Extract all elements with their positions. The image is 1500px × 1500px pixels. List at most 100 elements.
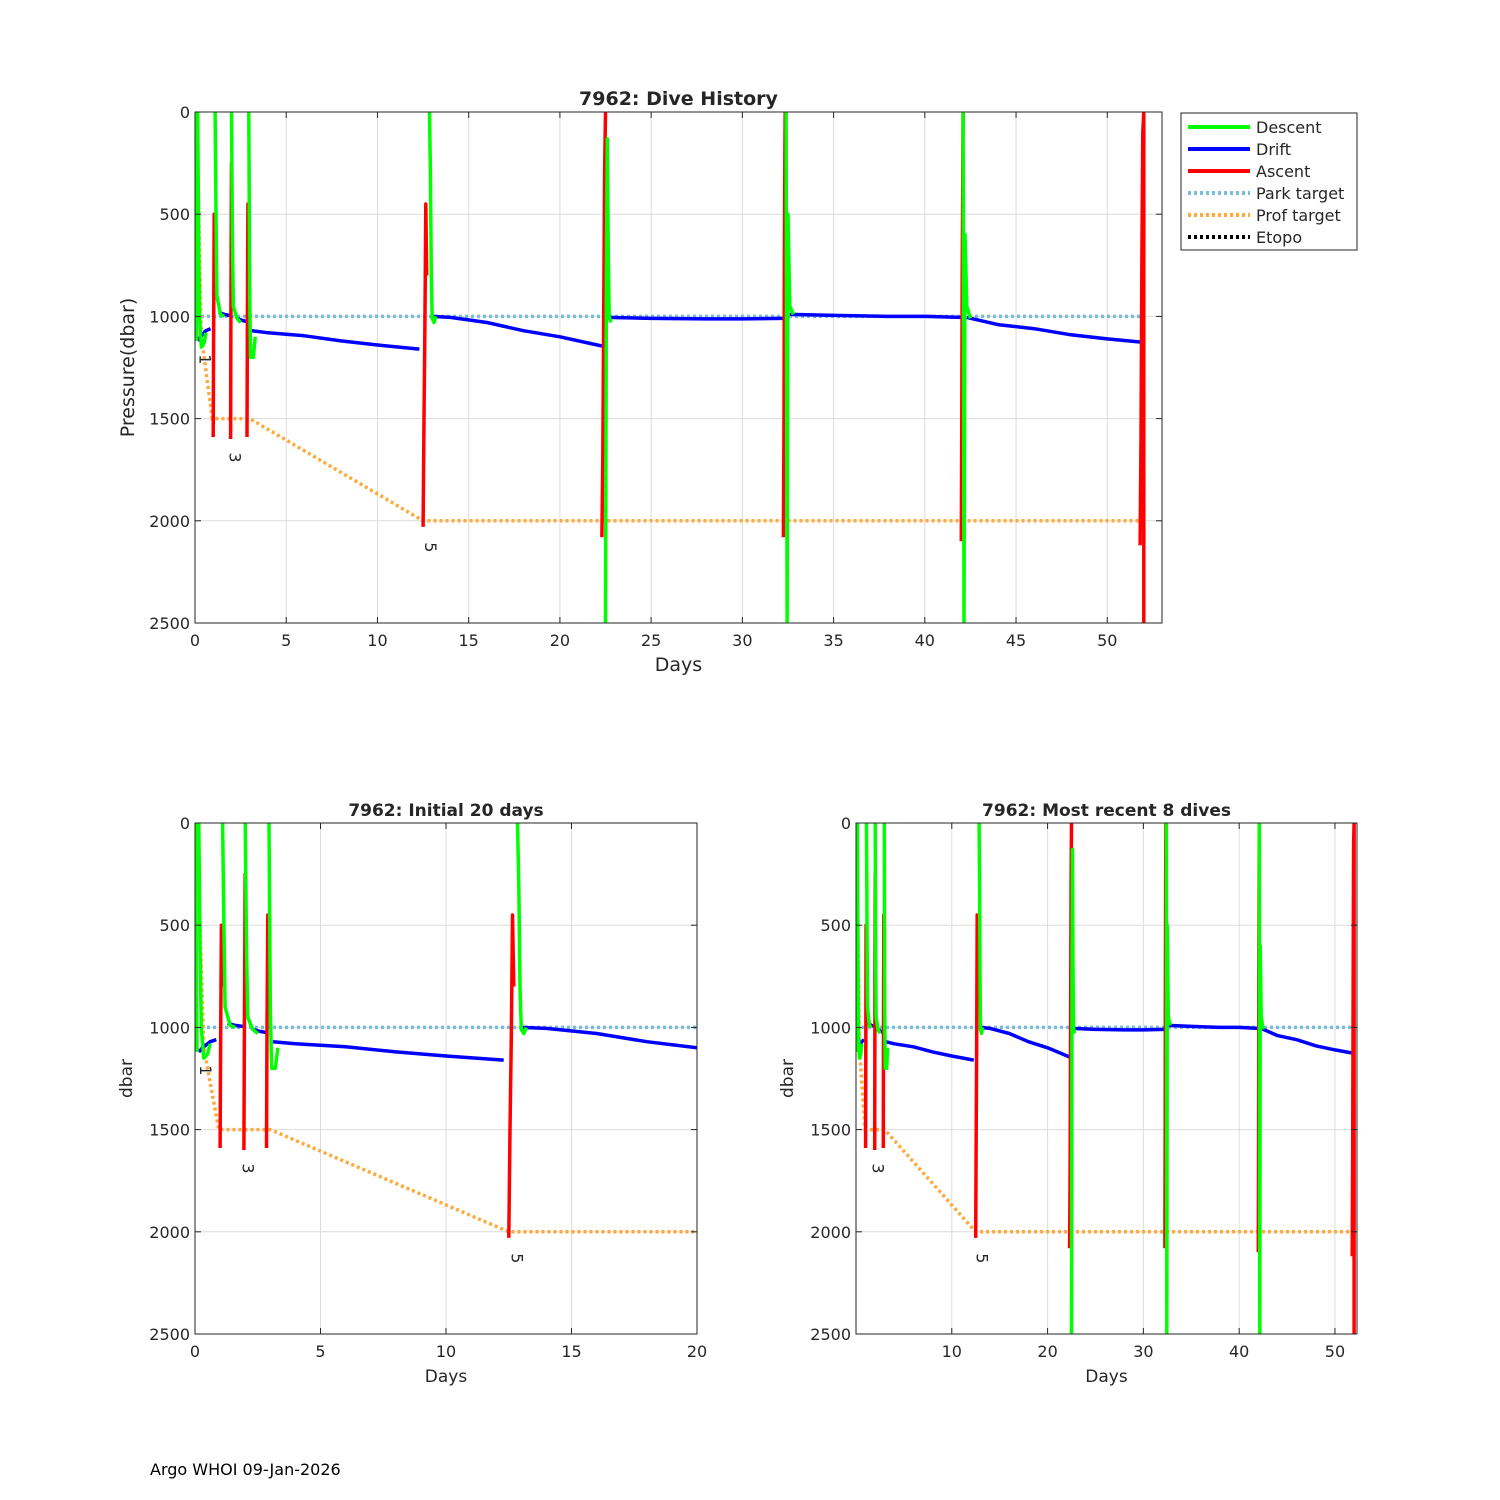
plot-area [195,112,1162,623]
y-axis-label: Pressure(dbar) [117,298,139,438]
axes-box [855,822,1358,1335]
drift-segment [789,312,962,320]
x-axis-label: Days [425,1367,468,1387]
descent-segment [229,112,242,324]
descent-segment [220,823,236,1030]
ascent-segment [600,112,608,538]
descent-segment [784,112,796,623]
x-tick-label: 20 [1037,1342,1057,1361]
descent-segment [213,112,226,318]
footer-credit: Argo WHOI 09-Jan-2026 [150,1460,341,1479]
y-tick-label: 2000 [810,1223,851,1242]
plot-lines [195,112,1146,623]
descent-segment [760,850,768,1334]
descent-segment [195,823,199,1052]
x-tick-label: 10 [367,631,387,650]
chart-title: 7962: Initial 20 days [348,801,543,821]
y-axis-label: dbar [117,1059,137,1098]
plot-area [856,823,1357,1334]
profile-number-label: 5 [973,1253,992,1263]
ascent-segment [1350,823,1356,1334]
plot-lines [195,823,768,1334]
legend-label: Ascent [1256,162,1310,181]
drift-segment [272,1039,504,1062]
legend: Descent Drift Ascent Park target Prof target… [1180,112,1358,251]
x-tick-label: 30 [1133,1342,1153,1361]
profile-number-label: 3 [868,1163,887,1173]
x-tick-label: 40 [1229,1342,1249,1361]
descent-segment [515,823,528,1036]
drift-segment [432,314,603,348]
profile-number-label: 5 [421,542,440,552]
descent-segment [195,112,199,341]
y-tick-label: 2000 [149,512,190,531]
descent-segment [1069,847,1077,1334]
descent-segment [1257,823,1265,1334]
descent-segment [603,136,613,623]
descent-segment [882,823,890,1071]
ascent-segment [755,823,760,1248]
drift-segment [980,1025,1071,1059]
descent-segment [1164,823,1172,1334]
y-tick-label: 1000 [149,1018,190,1037]
y-tick-label: 2500 [810,1325,851,1344]
y-tick-label: 2000 [149,1223,190,1242]
drift-segment [1168,1023,1259,1031]
y-tick-label: 1500 [810,1121,851,1140]
x-tick-label: 5 [281,631,291,650]
y-tick-label: 1500 [149,410,190,429]
y-axis-label: dbar [778,1059,798,1098]
ascent-segment [507,913,516,1238]
x-tick-label: 0 [190,1342,200,1361]
y-tick-label: 500 [159,916,190,935]
legend-label: Prof target [1256,206,1341,225]
legend-label: Park target [1256,184,1344,203]
y-tick-label: 1500 [149,1121,190,1140]
descent-segment [243,823,259,1035]
descent-segment [864,823,873,1029]
legend-label: Drift [1256,140,1291,159]
prof-target-line [856,851,1355,1234]
x-tick-label: 40 [915,631,935,650]
drift-segment [966,315,1141,344]
ascent-segment [264,913,271,1149]
chart-title: 7962: Most recent 8 dives [982,801,1231,821]
x-axis-label: Days [655,654,702,676]
axes-box [194,111,1163,624]
prof-target-line [195,851,697,1234]
chart-title: 7962: Dive History [579,88,778,110]
ascent-segment [211,212,217,438]
drift-segment [1260,1026,1353,1055]
ascent-segment [1138,112,1146,623]
y-tick-label: 1000 [810,1018,851,1037]
x-tick-label: 20 [550,631,570,650]
drift-segment [196,327,212,342]
x-tick-label: 10 [942,1342,962,1361]
x-tick-label: 45 [1006,631,1026,650]
x-tick-label: 10 [436,1342,456,1361]
profile-number-label: 3 [226,452,245,462]
y-tick-label: 1000 [149,307,190,326]
descent-segment [267,823,280,1071]
x-tick-label: 35 [823,631,843,650]
profile-number-label: 5 [507,1253,526,1263]
legend-box [1180,112,1358,251]
y-tick-label: 2500 [149,614,190,633]
drift-segment [607,315,783,321]
x-tick-label: 25 [641,631,661,650]
x-tick-label: 50 [1325,1342,1345,1361]
ascent-segment [973,913,980,1238]
descent-segment [961,112,973,623]
y-tick-label: 0 [180,814,190,833]
x-axis-label: Days [1085,1367,1128,1387]
descent-segment [247,112,257,360]
x-tick-label: 0 [190,631,200,650]
x-tick-label: 20 [687,1342,707,1361]
legend-label: Descent [1256,118,1322,137]
descent-segment [977,823,985,1036]
drift-segment [1072,1026,1165,1032]
profile-number-label: 1 [196,1065,215,1075]
descent-segment [873,823,882,1035]
